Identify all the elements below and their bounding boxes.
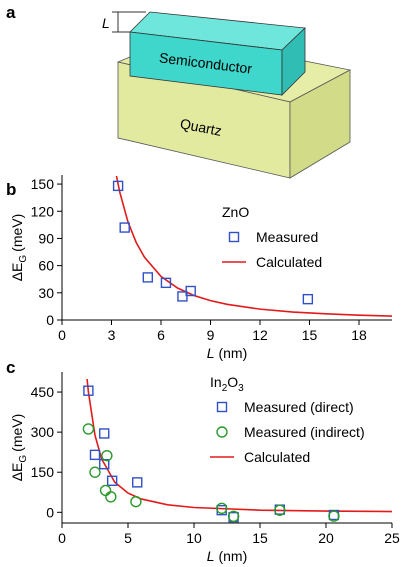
x-tick-label: 0 — [58, 530, 66, 546]
x-axis-unit: (nm) — [218, 548, 247, 564]
panel-label: b — [6, 180, 16, 199]
legend-label: Calculated — [244, 449, 310, 465]
y-tick-label: 0 — [46, 312, 54, 328]
data-point — [274, 504, 286, 516]
y-axis-sub: G — [18, 455, 29, 463]
legend-title-part: In — [210, 374, 222, 390]
x-tick-label: 15 — [252, 530, 268, 546]
data-point — [302, 293, 314, 305]
x-tick-label: 12 — [252, 327, 268, 343]
y-axis-unit: (meV) — [9, 414, 25, 452]
data-point — [112, 180, 124, 192]
y-axis-label: ΔEG (meV) — [9, 414, 29, 482]
data-point — [227, 510, 240, 523]
data-point — [160, 277, 172, 289]
y-axis-sub: G — [18, 255, 29, 263]
y-axis-label: ΔEG (meV) — [9, 214, 29, 282]
y-tick-label: 60 — [38, 258, 54, 274]
data-point — [106, 475, 118, 486]
quartz-side — [289, 69, 351, 179]
semiconductor-side — [281, 27, 306, 96]
legend-label: Measured — [256, 229, 318, 245]
panel-label: c — [6, 358, 15, 377]
y-tick-label: 300 — [31, 424, 55, 440]
x-axis-unit: (nm) — [218, 345, 247, 361]
y-tick-label: 30 — [38, 285, 54, 301]
data-point — [142, 272, 154, 283]
data-point — [89, 449, 101, 461]
y-axis-unit: (meV) — [9, 214, 25, 252]
x-tick-label: 10 — [186, 530, 202, 546]
y-tick-label: 120 — [31, 203, 55, 219]
data-point — [216, 502, 228, 515]
legend-title-part: 3 — [238, 383, 244, 394]
legend-label: Calculated — [256, 254, 322, 270]
y-tick-label: 90 — [38, 230, 54, 246]
data-point — [83, 385, 94, 396]
data-point — [99, 484, 112, 497]
legend-label: Measured (direct) — [244, 399, 354, 415]
length-bracket — [112, 11, 146, 33]
y-axis-main: ΔE — [9, 263, 25, 282]
legend-title: ZnO — [222, 204, 249, 220]
x-axis-label: L (nm) — [207, 345, 247, 361]
y-tick-label: 0 — [46, 504, 54, 520]
legend-label: Measured (indirect) — [244, 424, 365, 440]
panel-label: a — [6, 3, 16, 22]
data-point — [185, 285, 196, 297]
length-label: L — [102, 15, 110, 31]
x-tick-label: 15 — [302, 327, 318, 343]
x-tick-label: 3 — [108, 327, 116, 343]
data-point — [89, 466, 101, 478]
data-point — [105, 491, 117, 503]
data-point — [101, 449, 113, 462]
x-tick-label: 20 — [318, 530, 334, 546]
legend-title-part: ZnO — [222, 204, 249, 220]
data-point — [328, 510, 340, 522]
data-point — [82, 423, 95, 435]
legend-title-part: O — [227, 374, 238, 390]
x-tick-label: 5 — [124, 530, 132, 546]
legend-marker — [216, 426, 228, 438]
data-point — [177, 291, 188, 302]
data-point — [99, 428, 110, 439]
y-tick-label: 150 — [31, 464, 55, 480]
x-tick-label: 18 — [351, 327, 367, 343]
legend-title-part: 2 — [222, 383, 228, 394]
x-tick-label: 25 — [384, 530, 400, 546]
legend-title: In2O3 — [210, 374, 244, 394]
x-tick-label: 9 — [207, 327, 215, 343]
data-point — [132, 477, 143, 488]
diagram: a L Semiconductor Quartz — [6, 3, 352, 179]
data-point — [130, 495, 142, 508]
y-tick-label: 150 — [31, 176, 55, 192]
legend-marker — [228, 231, 240, 243]
y-tick-label: 450 — [31, 384, 55, 400]
legend-marker — [216, 401, 228, 413]
x-axis-var: L — [207, 345, 215, 361]
x-tick-label: 6 — [157, 327, 165, 343]
block-label: Quartz — [179, 115, 223, 139]
x-axis-label: L (nm) — [207, 548, 247, 564]
calculated-curve — [115, 175, 392, 317]
data-point — [119, 222, 130, 233]
y-axis-main: ΔE — [9, 463, 25, 482]
x-tick-label: 0 — [58, 327, 66, 343]
x-axis-var: L — [207, 548, 215, 564]
